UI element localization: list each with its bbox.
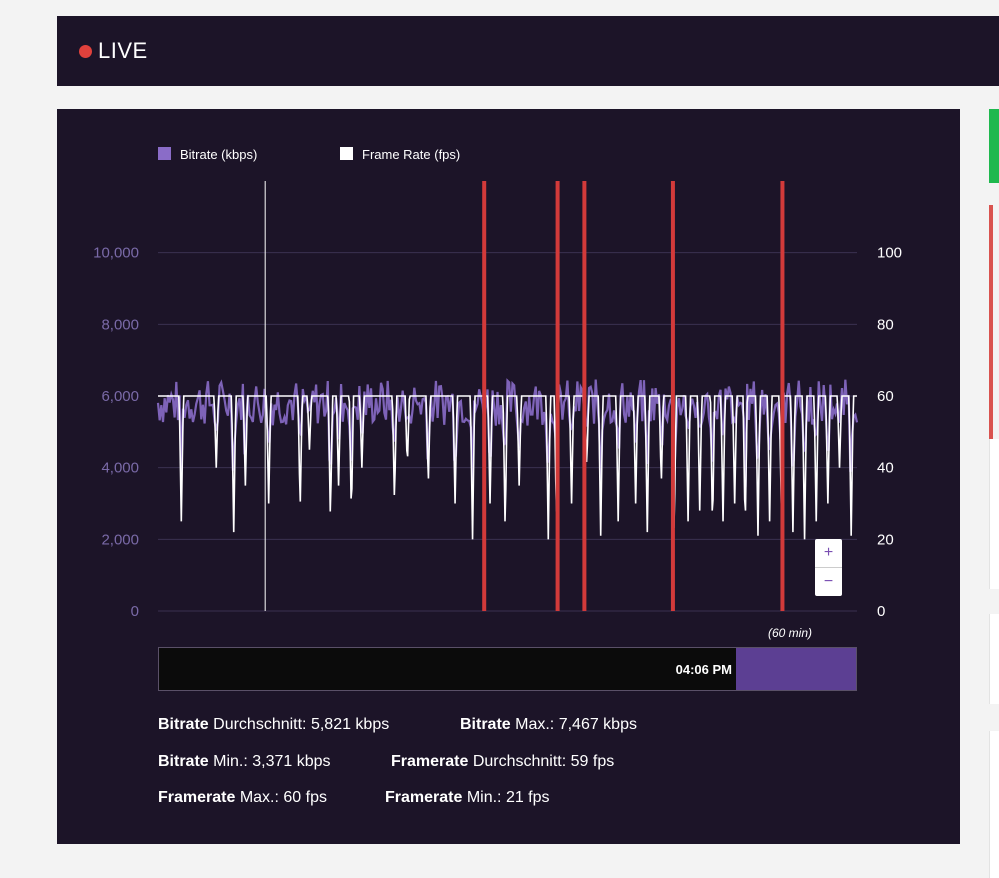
sidebar-card: [989, 439, 999, 589]
right-sidebar: [986, 109, 999, 878]
bitrate-series-line: [156, 378, 859, 488]
stat-bitrate-min: Bitrate Min.: 3,371 kbps: [158, 753, 331, 770]
live-header: LIVE: [57, 16, 999, 86]
y-right-tick-label: 0: [877, 603, 885, 620]
y-right-tick-label: 100: [877, 245, 902, 262]
timeline-time-label: 04:06 PM: [675, 662, 732, 677]
y-left-tick-label: 2,000: [101, 531, 139, 548]
sidebar-card: [989, 731, 999, 878]
legend-label: Bitrate (kbps): [180, 147, 257, 162]
y-left-tick-label: 4,000: [101, 460, 139, 477]
timeline-navigator[interactable]: 04:06 PM: [158, 647, 857, 691]
sidebar-card: [989, 614, 999, 704]
zoom-out-button[interactable]: −: [815, 567, 842, 596]
y-right-tick-label: 20: [877, 531, 894, 548]
live-label: LIVE: [98, 38, 148, 63]
y-left-tick-label: 6,000: [101, 388, 139, 405]
zoom-in-button[interactable]: +: [823, 544, 834, 561]
stat-bitrate-max: Bitrate Max.: 7,467 kbps: [460, 716, 637, 733]
legend-label: Frame Rate (fps): [362, 147, 460, 162]
legend-swatch: [340, 147, 353, 160]
y-right-tick-label: 80: [877, 316, 894, 333]
y-left-tick-label: 0: [131, 603, 139, 620]
legend-swatch: [158, 147, 171, 160]
alert-strip: [989, 205, 993, 521]
range-label: (60 min): [768, 626, 813, 640]
live-indicator-icon: [79, 44, 92, 58]
stat-bitrate-avg: Bitrate Durchschnitt: 5,821 kbps: [158, 716, 390, 733]
timeline-selection-handle[interactable]: [736, 648, 856, 690]
y-right-tick-label: 40: [877, 460, 894, 477]
framerate-series-line: [158, 395, 857, 540]
stat-framerate-min: Framerate Min.: 21 fps: [385, 789, 550, 806]
stream-health-panel: [57, 109, 960, 844]
y-left-tick-label: 10,000: [93, 245, 139, 262]
status-ok-strip: [989, 109, 999, 183]
y-right-tick-label: 60: [877, 388, 894, 405]
zoom-controls: + −: [815, 539, 842, 596]
stat-framerate-max: Framerate Max.: 60 fps: [158, 789, 327, 806]
y-left-tick-label: 8,000: [101, 316, 139, 333]
stat-framerate-avg: Framerate Durchschnitt: 59 fps: [391, 753, 615, 770]
